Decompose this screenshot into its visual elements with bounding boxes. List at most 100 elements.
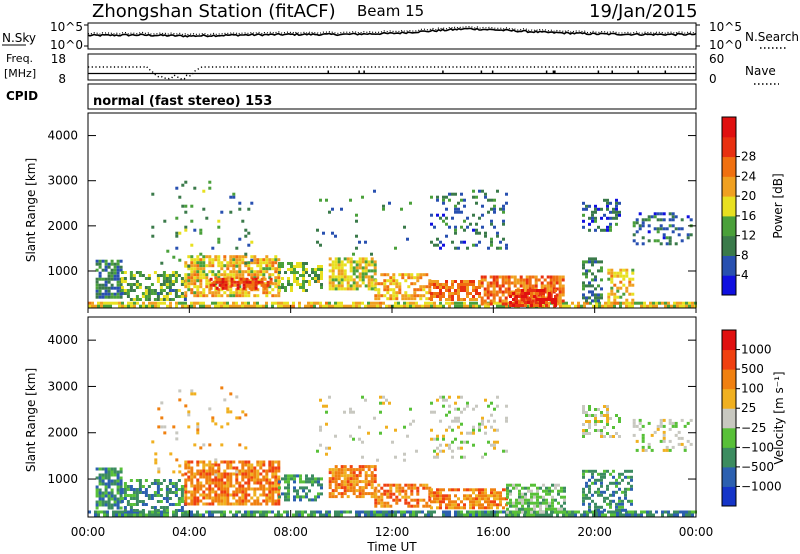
data-cell (190, 204, 194, 208)
data-cell (433, 491, 436, 495)
data-cell (250, 475, 254, 479)
data-cell (683, 424, 687, 428)
data-cell (126, 503, 130, 506)
data-cell (211, 273, 215, 277)
data-cell (244, 463, 248, 467)
data-cell (502, 497, 505, 501)
data-cell (376, 304, 379, 308)
data-cell (433, 243, 436, 247)
data-cell (256, 460, 260, 464)
data-cell (343, 272, 347, 276)
data-cell (157, 425, 161, 429)
data-cell (385, 304, 388, 308)
data-cell (379, 401, 382, 405)
data-cell (268, 490, 272, 494)
data-cell (325, 446, 328, 450)
data-cell (525, 278, 529, 282)
data-cell (549, 278, 553, 282)
data-cell (235, 510, 238, 514)
data-cell (634, 510, 637, 514)
data-cell (469, 510, 472, 514)
data-cell (187, 513, 190, 517)
data-cell (582, 432, 585, 435)
data-cell (682, 304, 685, 308)
data-cell (448, 289, 451, 292)
data-cell (355, 275, 359, 279)
data-cell (481, 506, 484, 510)
data-cell (597, 269, 600, 273)
data-cell (585, 432, 588, 435)
data-cell (505, 201, 508, 205)
data-cell (374, 504, 378, 508)
data-cell (271, 475, 275, 479)
data-cell (591, 469, 594, 473)
velocity-colorbar-frame (721, 329, 737, 507)
data-cell (606, 198, 609, 202)
data-cell (349, 304, 352, 308)
data-cell (555, 275, 559, 279)
data-cell (583, 513, 586, 517)
data-cell (430, 295, 433, 298)
data-cell (247, 243, 251, 247)
data-cell (472, 298, 475, 301)
data-cell (296, 474, 299, 478)
data-cell (123, 488, 127, 491)
data-cell (511, 513, 514, 517)
colorbar-swatch (722, 215, 736, 237)
data-cell (229, 288, 233, 292)
data-cell (340, 275, 344, 279)
data-cell (407, 297, 411, 301)
data-cell (536, 495, 539, 499)
data-cell (671, 218, 675, 222)
data-cell (278, 268, 281, 271)
data-cell (187, 279, 191, 283)
data-cell (632, 424, 636, 428)
data-cell (662, 418, 666, 422)
data-cell (451, 419, 454, 423)
data-cell (689, 218, 693, 222)
data-cell (263, 283, 267, 287)
data-cell (383, 489, 387, 493)
data-cell (486, 302, 490, 306)
data-cell (355, 477, 359, 481)
data-cell (262, 270, 266, 274)
data-cell (162, 298, 166, 301)
data-cell (141, 503, 145, 506)
data-cell (343, 477, 347, 481)
data-cell (489, 302, 493, 306)
data-cell (110, 482, 114, 486)
data-cell (483, 290, 487, 294)
data-cell (250, 469, 254, 473)
data-cell (208, 493, 212, 497)
data-cell (659, 242, 663, 246)
data-cell (196, 301, 199, 305)
data-cell (406, 510, 409, 514)
data-cell (120, 497, 124, 500)
data-cell (184, 304, 187, 308)
colorbar-swatch (722, 330, 736, 351)
data-cell (445, 428, 448, 432)
data-cell (305, 495, 308, 499)
data-cell (385, 425, 388, 429)
data-cell (588, 204, 591, 208)
data-cell (343, 410, 346, 414)
data-cell (416, 486, 420, 490)
data-cell (548, 295, 551, 298)
data-cell (410, 486, 414, 490)
data-cell (214, 463, 218, 467)
data-cell (490, 243, 493, 247)
data-cell (205, 472, 209, 476)
data-cell (582, 266, 585, 270)
data-cell (582, 296, 585, 300)
data-cell (235, 255, 239, 259)
data-cell (407, 276, 411, 280)
data-cell (88, 510, 91, 514)
data-cell (352, 477, 356, 481)
data-cell (209, 283, 213, 287)
data-cell (457, 446, 460, 450)
data-cell (343, 304, 346, 308)
data-cell (247, 463, 251, 467)
data-cell (641, 448, 645, 452)
data-cell (557, 507, 560, 511)
data-cell (196, 279, 200, 283)
